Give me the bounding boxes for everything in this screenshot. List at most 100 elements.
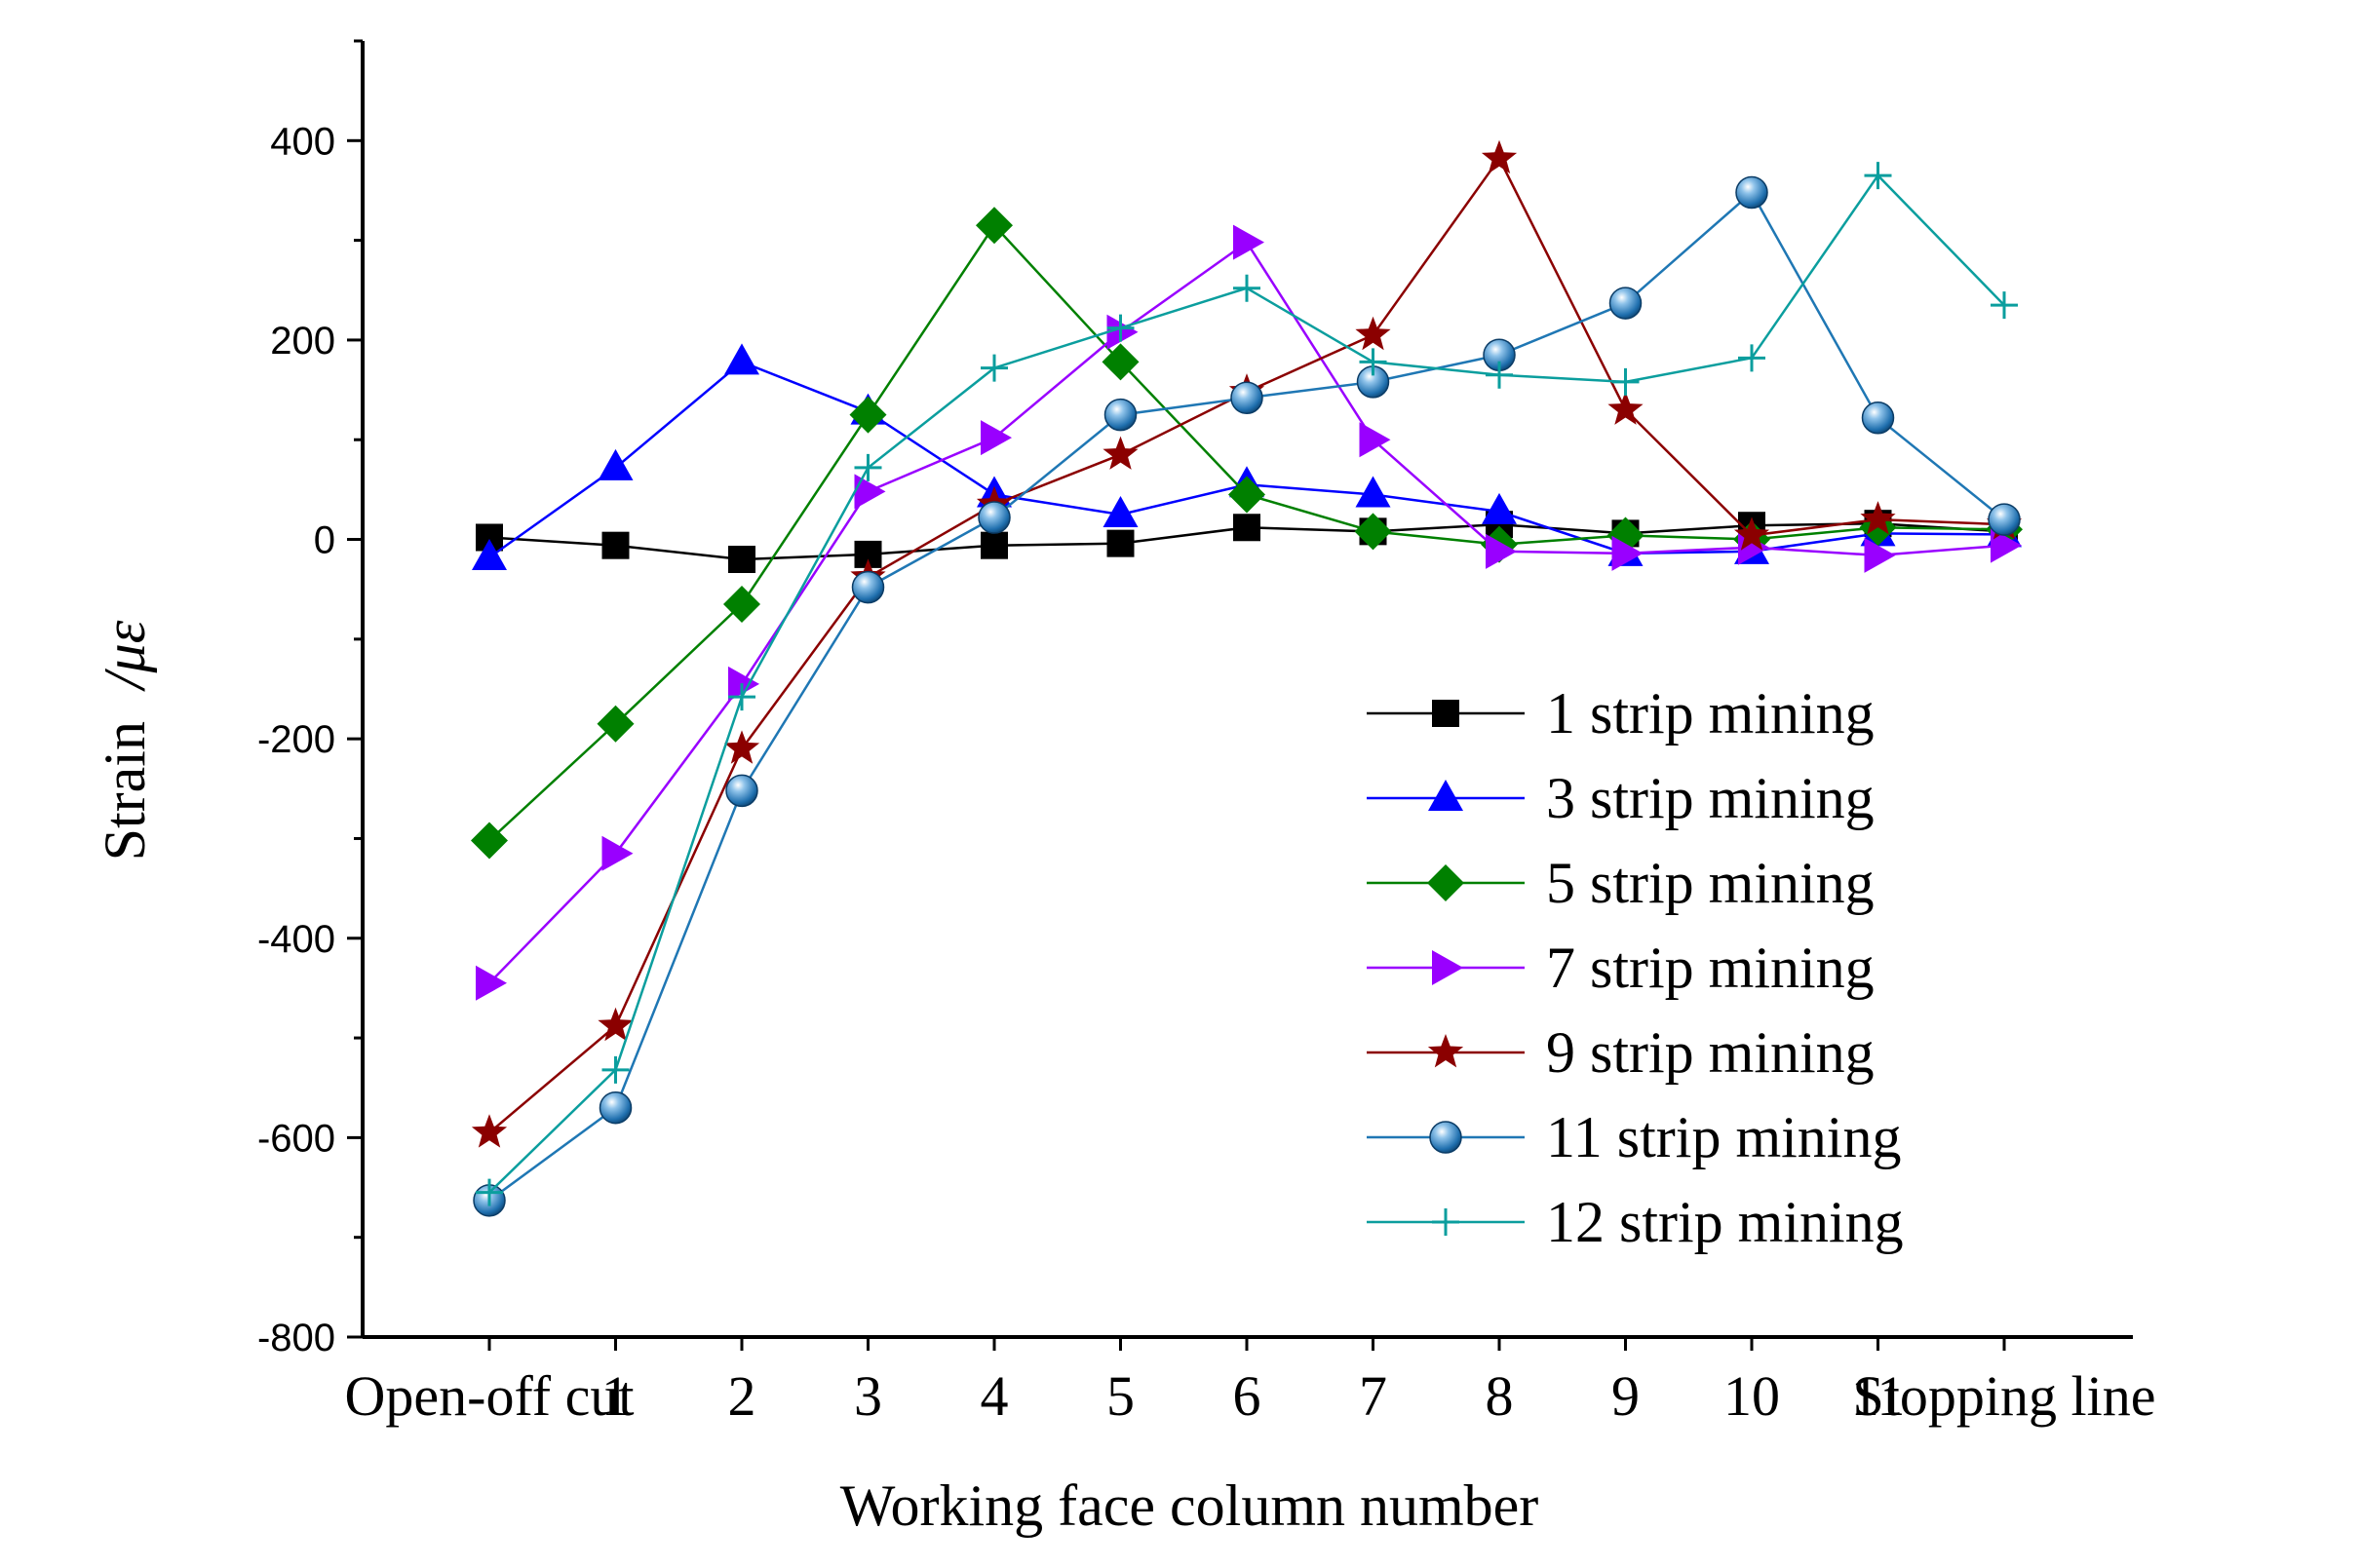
data-point: [976, 207, 1013, 245]
data-point: [597, 705, 635, 743]
data-point: [723, 586, 760, 624]
data-point: [1861, 401, 1895, 435]
data-point: [601, 1055, 630, 1084]
x-tick-label: 1: [601, 1364, 630, 1428]
series-11-strip-mining: [473, 175, 2021, 1217]
y-axis-title-label: Strain: [93, 721, 157, 860]
data-point: [1481, 139, 1518, 174]
data-point: [1611, 367, 1640, 396]
data-point: [1355, 476, 1391, 508]
legend-marker: [1432, 700, 1459, 727]
y-tick-label: -600: [257, 1117, 335, 1160]
data-point: [1608, 287, 1643, 320]
data-point: [1233, 514, 1260, 542]
y-axis-title-unit: /με: [93, 620, 157, 692]
x-tick-label: Open-off cut: [345, 1364, 635, 1428]
x-tick-label: 6: [1233, 1364, 1261, 1428]
data-point: [981, 420, 1012, 456]
legend-item: 1 strip mining: [1367, 681, 1875, 746]
legend-item: 9 strip mining: [1367, 1020, 1875, 1085]
x-tick-label: 4: [981, 1364, 1009, 1428]
y-tick-label: 400: [270, 120, 335, 163]
y-axis-title: Strain /με: [93, 620, 157, 860]
data-point: [1864, 162, 1892, 190]
data-point: [1359, 348, 1387, 376]
legend-item: 3 strip mining: [1367, 766, 1875, 830]
data-point: [1607, 391, 1644, 425]
x-axis-title: Working face column number: [840, 1473, 1539, 1538]
data-point: [471, 1114, 508, 1148]
series-12-strip-mining: [476, 162, 2018, 1206]
data-point: [1864, 537, 1896, 573]
data-point: [1359, 422, 1391, 458]
legend-marker: [1427, 864, 1464, 901]
x-tick-label: 7: [1359, 1364, 1387, 1428]
legend-marker: [1428, 780, 1463, 811]
x-tick-label: 2: [728, 1364, 756, 1428]
data-point: [1991, 527, 2022, 563]
data-point: [1106, 314, 1139, 350]
data-point: [598, 448, 634, 480]
legend-label: 5 strip mining: [1546, 851, 1875, 915]
x-tick-label: 10: [1723, 1364, 1780, 1428]
data-point: [725, 774, 758, 808]
legend-marker: [1427, 1034, 1464, 1068]
data-point: [599, 1090, 633, 1125]
data-point: [1482, 492, 1517, 524]
data-point: [471, 822, 508, 860]
data-point: [854, 453, 882, 481]
data-point: [1354, 513, 1392, 551]
legend-item: 7 strip mining: [1367, 936, 1875, 1000]
y-tick-label: 200: [270, 320, 335, 363]
data-point: [601, 835, 634, 871]
legend-label: 3 strip mining: [1546, 766, 1875, 830]
y-tick-label: -400: [257, 918, 335, 961]
data-point: [1355, 316, 1391, 351]
legend-marker: [1432, 1208, 1459, 1236]
y-tick-label: -800: [257, 1317, 335, 1359]
data-point: [1988, 503, 2021, 536]
y-tick-label: 0: [314, 519, 335, 562]
data-point: [1230, 381, 1263, 415]
legend-label: 7 strip mining: [1546, 936, 1875, 1000]
data-point: [1103, 398, 1138, 432]
x-tick-label: 5: [1106, 1364, 1135, 1428]
legend: 1 strip mining 3 strip mining 5 strip mini…: [1367, 681, 1904, 1254]
data-point: [849, 396, 887, 434]
data-point: [728, 683, 755, 711]
legend-item: 5 strip mining: [1367, 851, 1875, 915]
legend-marker: [1432, 950, 1463, 985]
data-point: [1102, 343, 1140, 381]
data-point: [476, 1178, 503, 1206]
data-point: [1103, 436, 1139, 470]
legend-marker: [1429, 1121, 1462, 1154]
data-point: [1103, 495, 1139, 527]
data-point: [1228, 476, 1265, 514]
data-point: [728, 666, 759, 702]
data-point: [472, 538, 507, 570]
legend-label: 11 strip mining: [1546, 1105, 1901, 1169]
x-tick-label: 11: [1851, 1364, 1906, 1428]
data-point: [1106, 529, 1135, 557]
legend-label: 12 strip mining: [1546, 1190, 1904, 1254]
y-tick-label: -200: [257, 718, 335, 761]
data-point: [1611, 535, 1644, 571]
data-point: [1106, 314, 1135, 342]
legend-item: 12 strip mining: [1367, 1190, 1904, 1254]
data-point: [1991, 291, 2018, 320]
data-point: [1233, 274, 1260, 302]
legend-label: 9 strip mining: [1546, 1020, 1875, 1085]
legend-label: 1 strip mining: [1546, 681, 1875, 746]
x-tick-label: 3: [854, 1364, 882, 1428]
data-point: [601, 531, 630, 559]
legend-item: 11 strip mining: [1367, 1105, 1901, 1169]
data-point: [1860, 501, 1896, 535]
data-point: [851, 570, 885, 604]
svg-text:Strain /με: Strain /με: [93, 620, 157, 860]
data-point: [1733, 516, 1770, 551]
data-point: [1233, 224, 1264, 260]
data-point: [723, 730, 760, 764]
data-point: [854, 474, 886, 510]
